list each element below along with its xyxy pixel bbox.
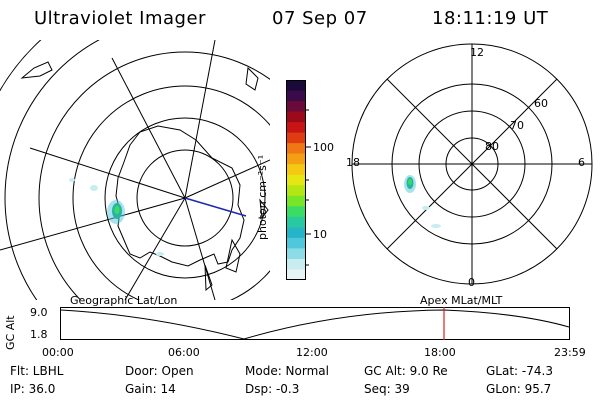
altitude-timeline xyxy=(60,307,570,340)
colorbar xyxy=(286,80,306,281)
gc-alt-info: GC Alt: 9.0 Re xyxy=(364,364,448,378)
colorbar-stripe xyxy=(286,164,306,176)
timeline-ylabel: GC Alt xyxy=(4,315,17,350)
colorbar-unit-label: photon cm⁻²s⁻¹ xyxy=(256,154,269,240)
xtick-2359: 23:59 xyxy=(554,346,586,359)
geographic-map xyxy=(0,40,270,300)
colorbar-stripe xyxy=(286,269,306,281)
colorbar-stripe xyxy=(286,80,306,92)
colorbar-stripe xyxy=(286,153,306,165)
colorbar-tick-100: 100 xyxy=(313,141,334,154)
gain-info: Gain: 14 xyxy=(125,382,176,396)
colorbar-stripe xyxy=(286,216,306,228)
xtick-0000: 00:00 xyxy=(42,346,74,359)
colorbar-stripe xyxy=(286,237,306,249)
colorbar-stripe xyxy=(286,111,306,123)
dsp-info: Dsp: -0.3 xyxy=(245,382,300,396)
timeline-ymax: 9.0 xyxy=(30,306,48,319)
glon-info: GLon: 95.7 xyxy=(486,382,552,396)
colorbar-gradient xyxy=(286,80,306,281)
instrument-title: Ultraviolet Imager xyxy=(34,8,206,29)
mlat-label-70: 70 xyxy=(510,119,524,132)
mlt-label-6: 6 xyxy=(578,156,585,169)
colorbar-tick-10: 10 xyxy=(313,228,327,241)
mlat-label-80: 80 xyxy=(485,140,499,153)
mode-info: Mode: Normal xyxy=(245,364,329,378)
colorbar-stripe xyxy=(286,90,306,102)
mlt-label-18: 18 xyxy=(346,156,360,169)
colorbar-stripe xyxy=(286,122,306,134)
door-info: Door: Open xyxy=(125,364,194,378)
glat-info: GLat: -74.3 xyxy=(486,364,553,378)
mlt-label-0: 0 xyxy=(468,276,475,289)
xtick-1200: 12:00 xyxy=(296,346,328,359)
time-label: 18:11:19 UT xyxy=(432,8,549,29)
date-label: 07 Sep 07 xyxy=(272,8,368,29)
colorbar-stripe xyxy=(286,101,306,113)
colorbar-ticks xyxy=(306,109,311,266)
filter-info: Flt: LBHL xyxy=(10,364,64,378)
colorbar-stripe xyxy=(286,248,306,260)
mlat-label-60: 60 xyxy=(534,97,548,110)
colorbar-stripe xyxy=(286,132,306,144)
timeline-ymin: 1.8 xyxy=(30,328,48,341)
colorbar-stripe xyxy=(286,143,306,155)
colorbar-stripe xyxy=(286,206,306,218)
mlt-label-12: 12 xyxy=(470,46,484,59)
xtick-0600: 06:00 xyxy=(168,346,200,359)
colorbar-stripe xyxy=(286,195,306,207)
colorbar-stripe xyxy=(286,258,306,270)
seq-info: Seq: 39 xyxy=(364,382,410,396)
left-panel-label: Geographic Lat/Lon xyxy=(70,294,178,307)
magnetic-polar-plot xyxy=(351,43,593,285)
xtick-1800: 18:00 xyxy=(424,346,456,359)
right-panel-label: Apex MLat/MLT xyxy=(420,294,503,307)
colorbar-stripe xyxy=(286,174,306,186)
colorbar-stripe xyxy=(286,185,306,197)
colorbar-stripe xyxy=(286,227,306,239)
ip-info: IP: 36.0 xyxy=(10,382,56,396)
